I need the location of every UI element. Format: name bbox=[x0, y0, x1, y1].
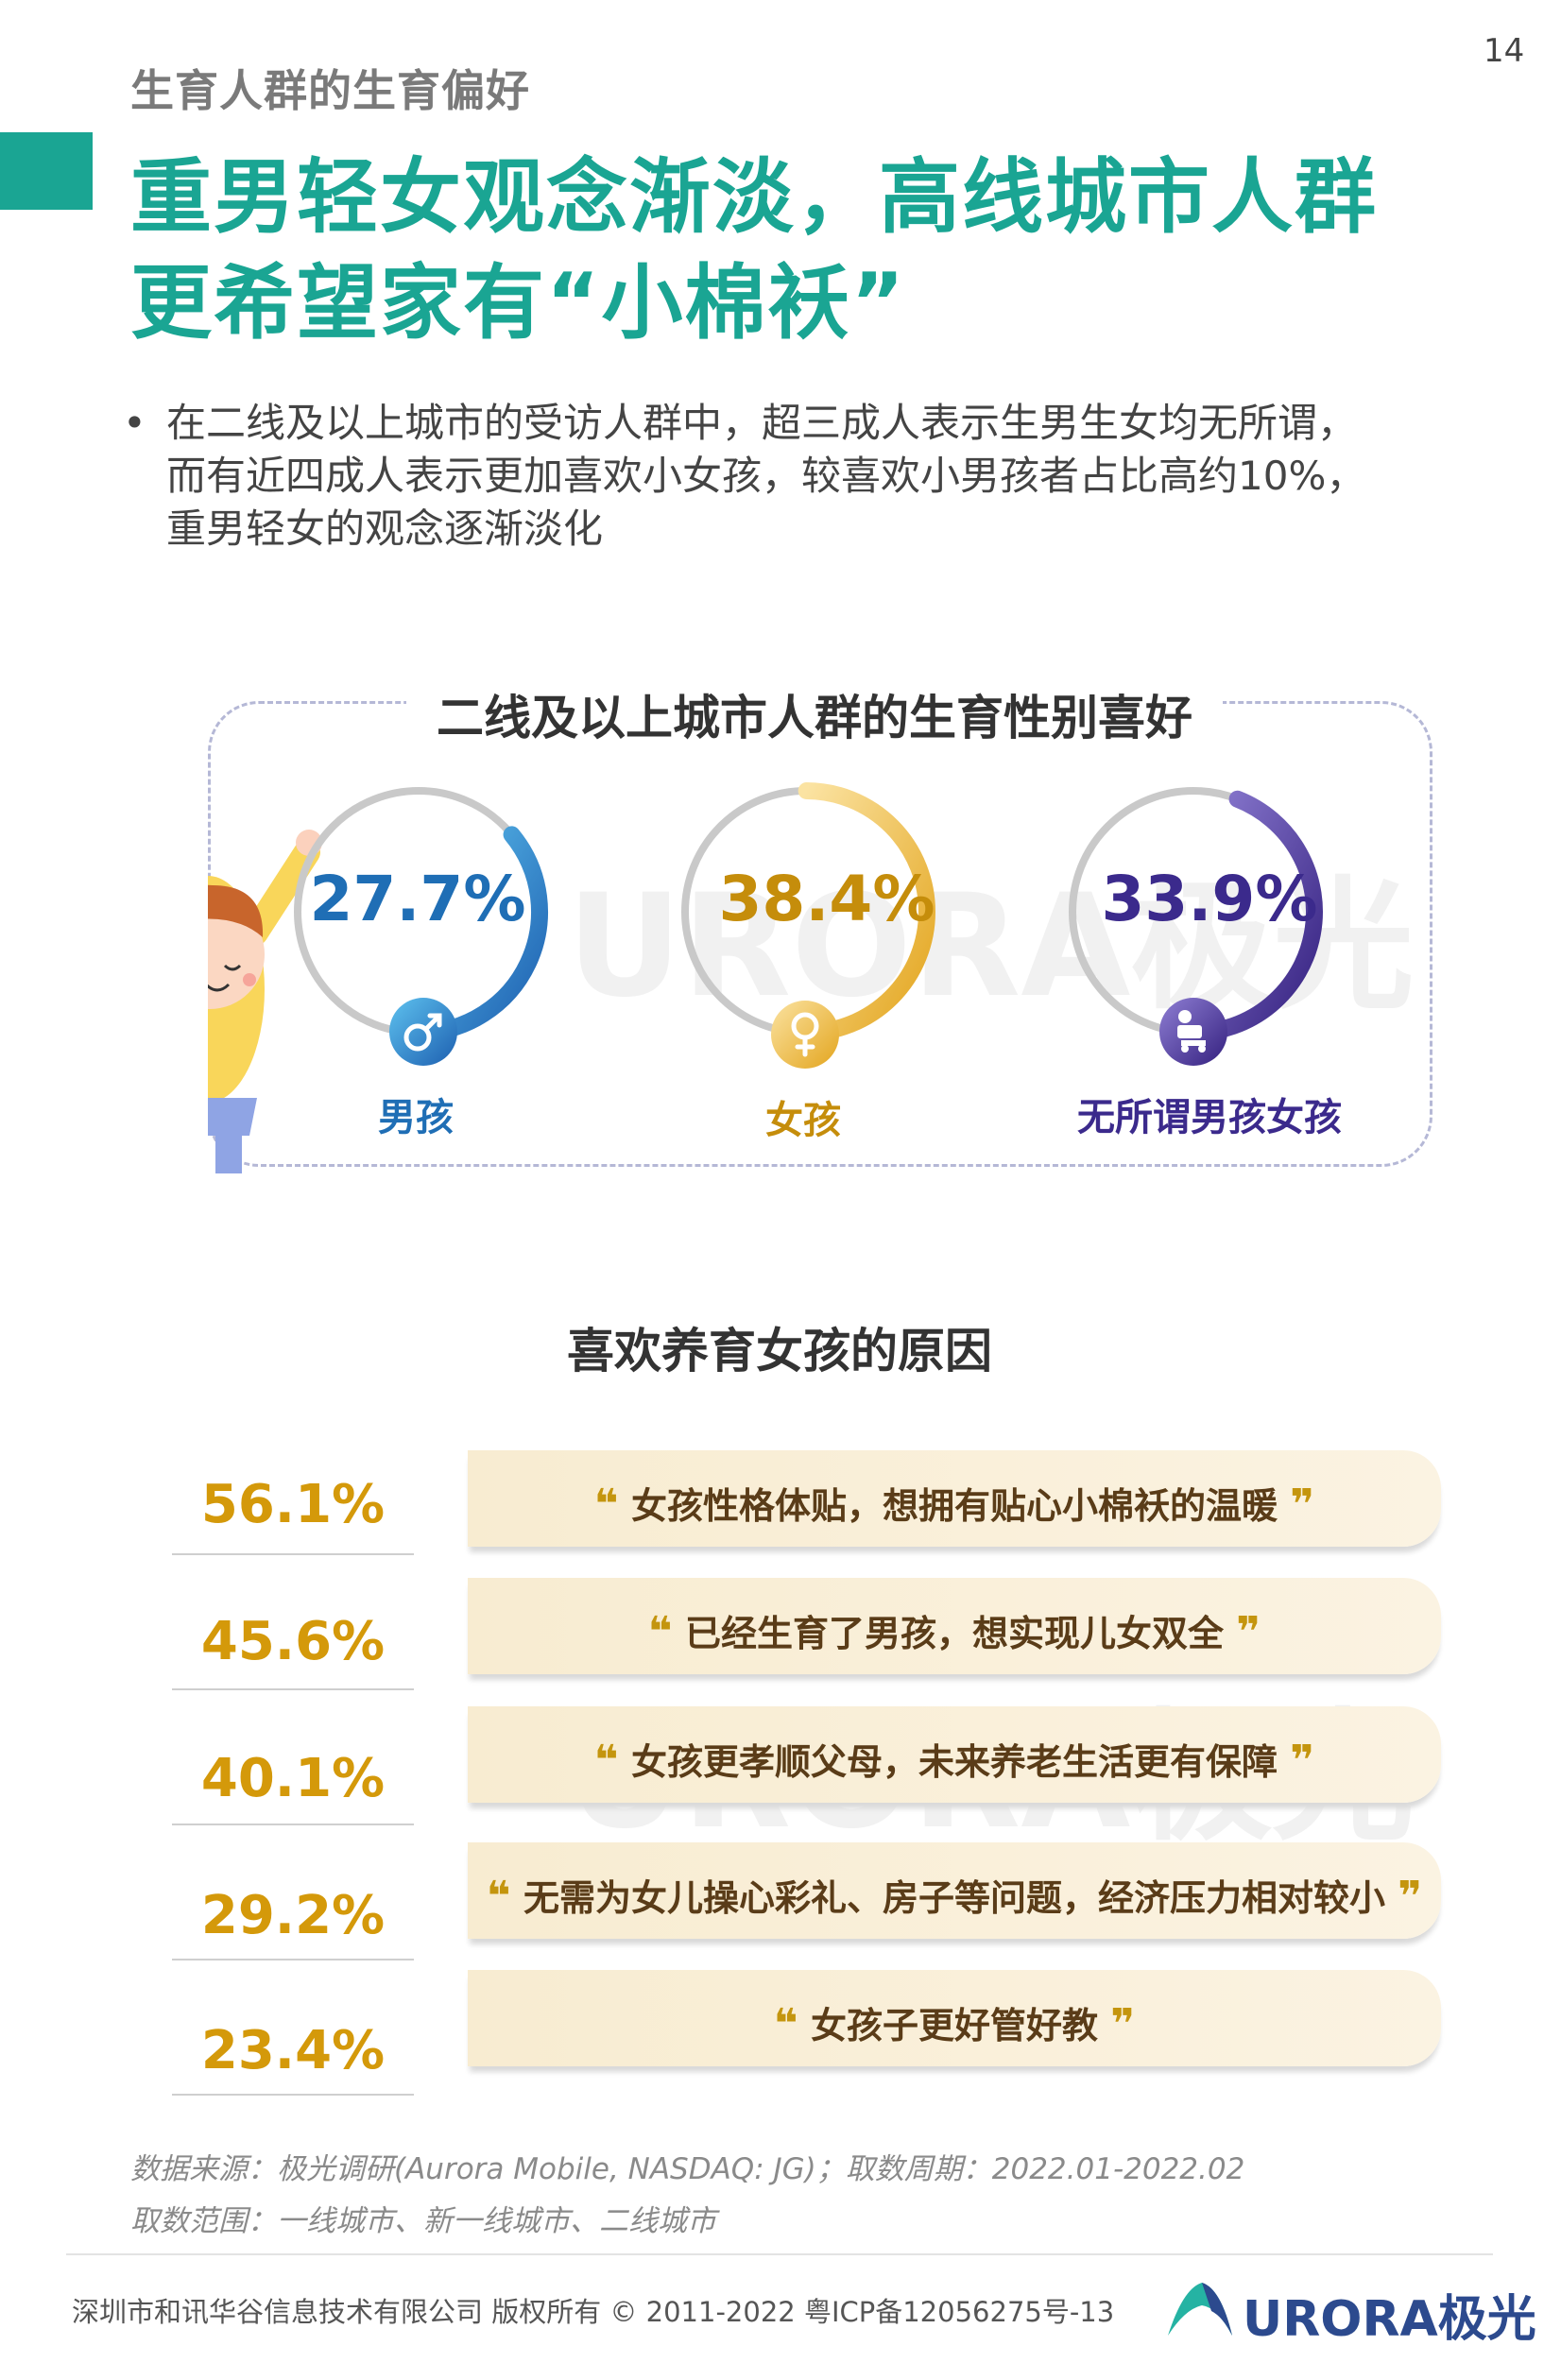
female-symbol-icon bbox=[771, 1001, 839, 1069]
reason-4-value: 29.2% bbox=[200, 1885, 386, 1946]
donut-boy-arc bbox=[410, 826, 548, 1041]
category-boy-label: 男孩 bbox=[378, 1096, 454, 1139]
footer-copyright: 深圳市和讯华谷信息技术有限公司 版权所有 © 2011-2022 粤ICP备12… bbox=[72, 2296, 1115, 2328]
donut-either-arc bbox=[1185, 790, 1323, 1041]
donut-boy-value: 27.7% bbox=[310, 863, 526, 935]
reason-1-value: 56.1% bbox=[200, 1474, 386, 1535]
open-quote-icon: ❝ bbox=[486, 1873, 511, 1921]
aurora-logo-icon bbox=[1168, 2283, 1232, 2336]
open-quote-icon: ❝ bbox=[593, 1481, 619, 1529]
reason-2-text: 已经生育了男孩，想实现儿女双全 bbox=[684, 1613, 1224, 1654]
reason-1-rule bbox=[172, 1553, 414, 1555]
reason-3-text: 女孩更孝顺父母，未来养老生活更有保障 bbox=[630, 1741, 1278, 1783]
category-either-label: 无所谓男孩女孩 bbox=[1077, 1096, 1342, 1139]
male-symbol-icon bbox=[389, 998, 457, 1066]
reason-5-card: ❝ 女孩子更好管好教 ❞ bbox=[468, 1970, 1441, 2066]
donut-girl-value: 38.4% bbox=[719, 863, 935, 935]
donut-either-value: 33.9% bbox=[1102, 863, 1318, 935]
brand-name: URORA极光 bbox=[1243, 2291, 1536, 2348]
reasons-title: 喜欢养育女孩的原因 bbox=[567, 1324, 992, 1378]
summary-bullet: • 在二线及以上城市的受访人群中，超三成人表示生男生女均无所谓， 而有近四成人表… bbox=[123, 397, 1465, 556]
donut-girl: 38.4% bbox=[681, 782, 935, 1069]
donut-either: 33.9% bbox=[1069, 787, 1323, 1066]
reason-3-rule bbox=[172, 1824, 414, 1825]
donut-girl-arc bbox=[798, 782, 935, 1041]
reason-4-rule bbox=[172, 1959, 414, 1961]
bullet-dot: • bbox=[123, 400, 146, 446]
page-title-line-1: 重男轻女观念渐淡，高线城市人群 bbox=[130, 150, 1378, 245]
source-note: 数据来源：极光调研(Aurora Mobile, NASDAQ: JG)；取数周… bbox=[130, 2152, 1245, 2186]
reason-1-text: 女孩性格体贴，想拥有贴心小棉袄的温暖 bbox=[630, 1485, 1278, 1527]
reason-5-value: 23.4% bbox=[200, 2020, 386, 2081]
reason-4-text: 无需为女儿操心彩礼、房子等问题，经济压力相对较小 bbox=[523, 1877, 1385, 1919]
open-quote-icon: ❝ bbox=[593, 1737, 619, 1785]
reason-5-rule bbox=[172, 2094, 414, 2096]
reason-1-card: ❝ 女孩性格体贴，想拥有贴心小棉袄的温暖 ❞ bbox=[468, 1450, 1441, 1547]
title-accent-bar bbox=[0, 132, 93, 210]
gender-preference-donuts: 27.7% 38.4% 33.9% bbox=[208, 782, 1323, 1173]
reason-2-card: ❝ 已经生育了男孩，想实现儿女双全 ❞ bbox=[468, 1578, 1441, 1674]
summary-line-1: 在二线及以上城市的受访人群中，超三成人表示生男生女均无所谓， bbox=[166, 400, 1358, 446]
page-title-line-2: 更希望家有“小棉袄” bbox=[130, 256, 907, 351]
close-quote-icon: ❞ bbox=[1290, 1481, 1315, 1529]
section-label: 生育人群的生育偏好 bbox=[130, 65, 530, 116]
reason-4-card: ❝ 无需为女儿操心彩礼、房子等问题，经济压力相对较小 ❞ bbox=[468, 1842, 1441, 1939]
close-quote-icon: ❞ bbox=[1398, 1873, 1423, 1921]
reason-3-value: 40.1% bbox=[200, 1748, 386, 1809]
gender-preference-title: 二线及以上城市人群的生育性别喜好 bbox=[406, 680, 1223, 748]
summary-line-2: 而有近四成人表示更加喜欢小女孩，较喜欢小男孩者占比高约10%， bbox=[166, 453, 1366, 499]
reason-5-text: 女孩子更好管好教 bbox=[810, 2005, 1098, 2046]
reason-2-value: 45.6% bbox=[200, 1611, 386, 1672]
reason-3-card: ❝ 女孩更孝顺父母，未来养老生活更有保障 ❞ bbox=[468, 1706, 1441, 1803]
open-quote-icon: ❝ bbox=[773, 2000, 798, 2048]
donut-boy: 27.7% bbox=[294, 787, 548, 1066]
close-quote-icon: ❞ bbox=[1290, 1737, 1315, 1785]
reason-2-rule bbox=[172, 1688, 414, 1690]
page-number: 14 bbox=[1484, 32, 1525, 70]
close-quote-icon: ❞ bbox=[1110, 2000, 1136, 2048]
summary-line-3: 重男轻女的观念逐渐淡化 bbox=[166, 505, 604, 552]
footer-divider bbox=[66, 2253, 1493, 2255]
close-quote-icon: ❞ bbox=[1236, 1608, 1261, 1656]
open-quote-icon: ❝ bbox=[647, 1608, 673, 1656]
category-girl-label: 女孩 bbox=[765, 1099, 841, 1142]
scope-note: 取数范围：一线城市、新一线城市、二线城市 bbox=[130, 2204, 716, 2238]
